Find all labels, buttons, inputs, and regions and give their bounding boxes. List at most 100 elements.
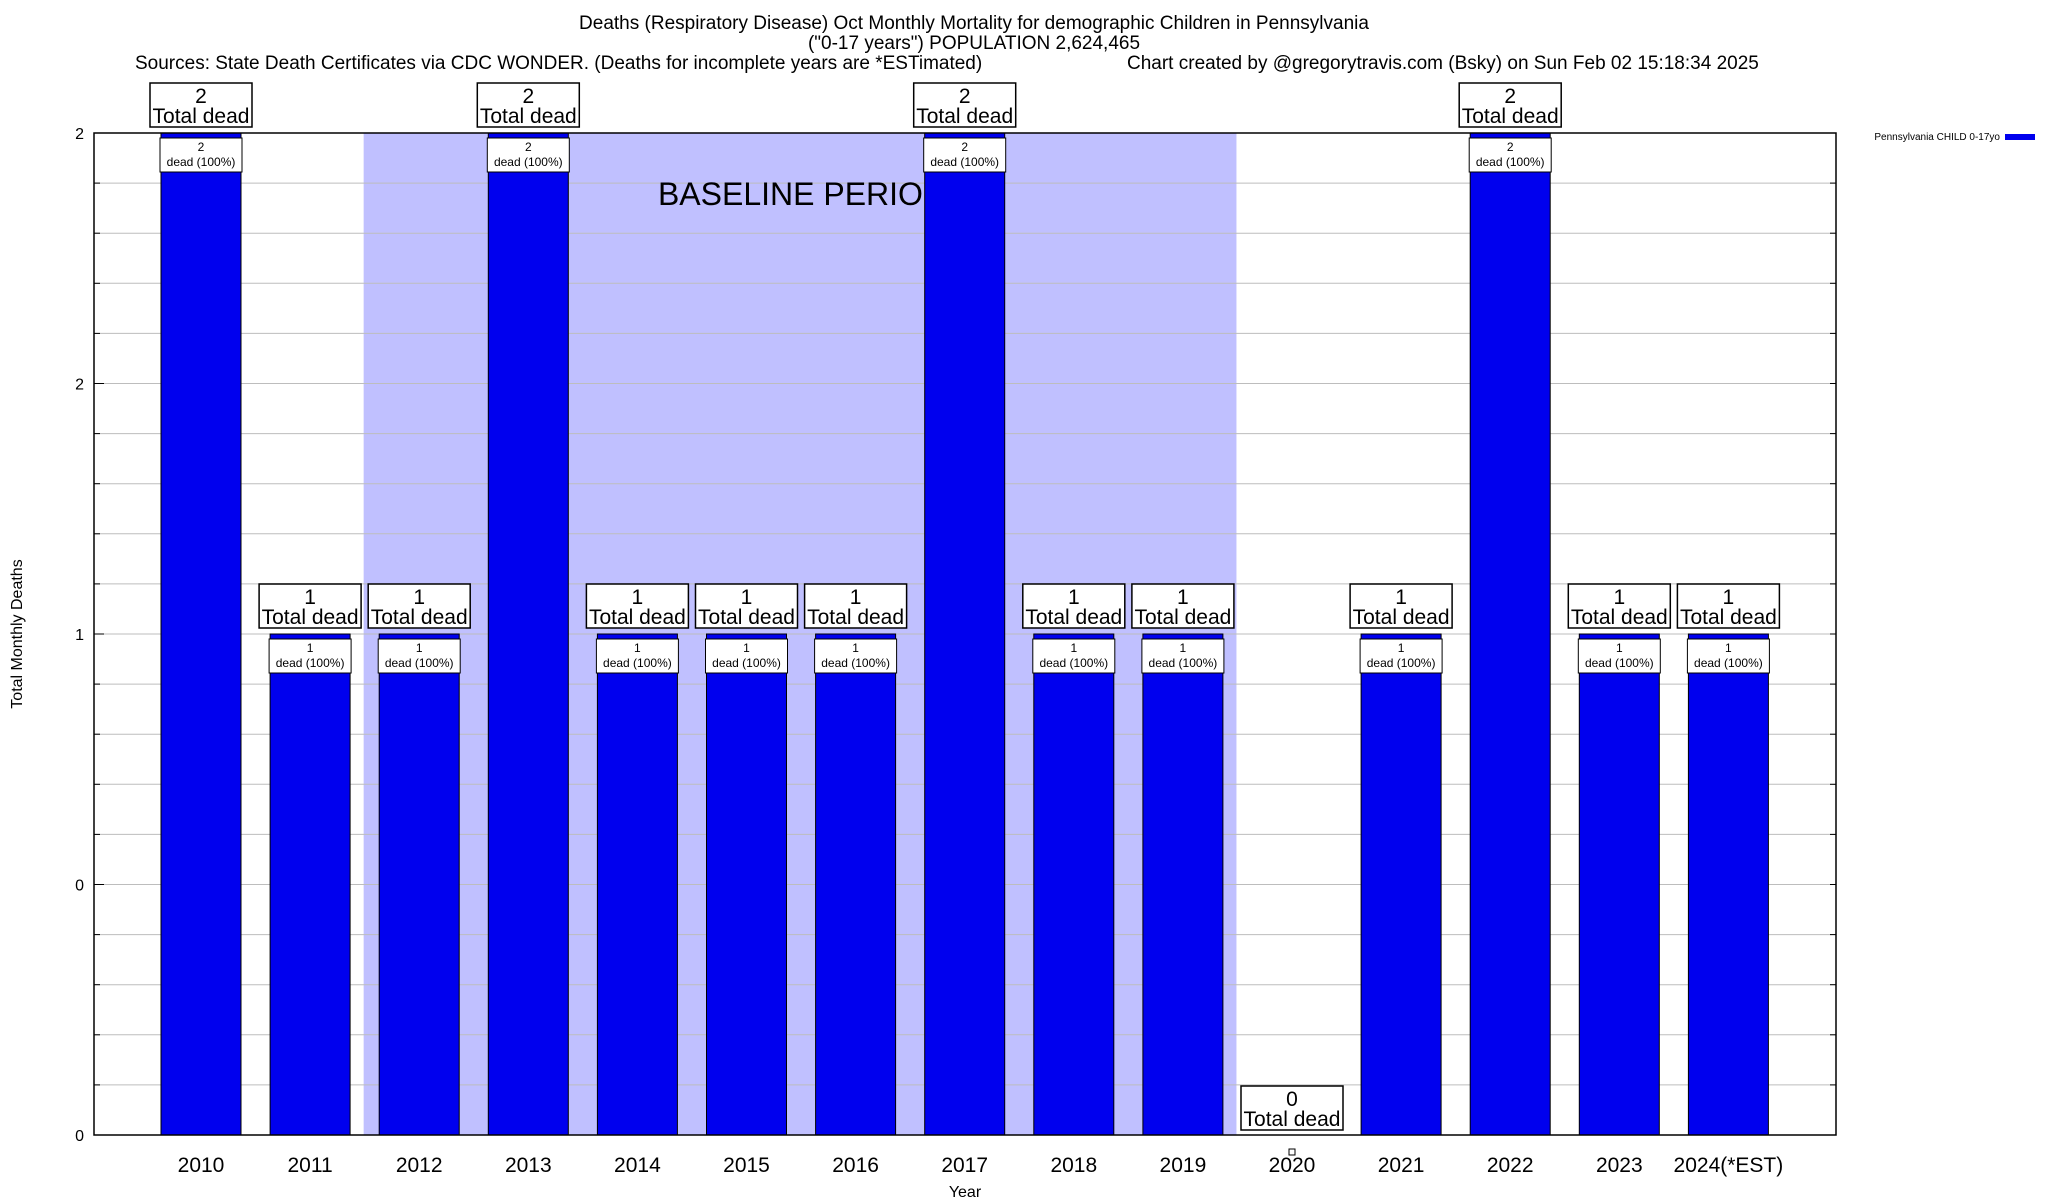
inner-label-text: dead (100%)	[1149, 656, 1218, 670]
bar-2013	[487, 132, 569, 1136]
total-label-count: 1	[1068, 586, 1080, 609]
x-tick-label: 2019	[1160, 1154, 1207, 1177]
x-tick-label: 2010	[178, 1154, 225, 1177]
inner-label-box	[1468, 137, 1552, 173]
x-tick-label: 2015	[723, 1154, 770, 1177]
total-label-text: Total dead	[1571, 606, 1668, 629]
inner-label-box	[268, 638, 352, 674]
total-label-count: 1	[632, 586, 644, 609]
bar-2022	[1469, 132, 1551, 1136]
chart-credit: Chart created by @gregorytravis.com (Bsk…	[1127, 53, 1759, 74]
inner-label-box	[1032, 638, 1116, 674]
total-label-text: Total dead	[1244, 1108, 1341, 1131]
bar-2020	[1288, 1148, 1296, 1156]
legend-swatch	[2005, 134, 2035, 140]
x-tick-label: 2016	[832, 1154, 879, 1177]
total-label-text: Total dead	[371, 606, 468, 629]
inner-label-box	[705, 638, 788, 674]
y-tick-label: 0	[75, 878, 84, 895]
inner-label-box	[814, 638, 898, 674]
total-label-count: 1	[304, 586, 316, 609]
total-label-count: 2	[1504, 85, 1516, 108]
inner-label-text: dead (100%)	[1476, 155, 1545, 169]
total-label-box	[1349, 583, 1453, 629]
inner-label-box	[923, 137, 1007, 173]
bar-2019	[1142, 633, 1224, 1136]
total-label-box	[1022, 583, 1126, 629]
inner-label-text: dead (100%)	[930, 155, 999, 169]
inner-label-box	[377, 638, 461, 674]
bar-2015	[706, 633, 787, 1136]
inner-label-count: 1	[307, 641, 314, 655]
chart-subtitle: ("0-17 years") POPULATION 2,624,465	[807, 33, 1141, 54]
total-label-count: 1	[1177, 586, 1189, 609]
total-label-text: Total dead	[1353, 606, 1450, 629]
inner-label-count: 2	[961, 140, 968, 154]
total-label-box	[476, 82, 581, 128]
total-label-count: 2	[522, 85, 534, 108]
inner-label-box	[1577, 638, 1661, 674]
inner-label-count: 2	[525, 140, 532, 154]
total-label-box	[149, 82, 253, 128]
total-label-box	[694, 583, 799, 629]
plot-frame	[93, 132, 1837, 1136]
x-tick-label: 2024(*EST)	[1674, 1154, 1784, 1177]
total-label-text: Total dead	[698, 606, 795, 629]
total-label-box	[1567, 583, 1672, 629]
y-tick-label: 0	[75, 1128, 84, 1145]
inner-label-count: 1	[634, 641, 641, 655]
total-label-text: Total dead	[153, 105, 250, 128]
inner-label-count: 2	[198, 140, 205, 154]
inner-label-text: dead (100%)	[821, 656, 890, 670]
total-label-box	[1240, 1085, 1344, 1131]
inner-label-count: 1	[1180, 641, 1187, 655]
total-label-count: 1	[850, 586, 862, 609]
inner-label-count: 1	[1616, 641, 1623, 655]
inner-label-text: dead (100%)	[167, 155, 236, 169]
inner-label-count: 1	[852, 641, 859, 655]
bar-2024(*EST)	[1687, 633, 1769, 1136]
total-label-count: 2	[959, 85, 971, 108]
x-tick-label: 2017	[941, 1154, 988, 1177]
total-label-box	[1676, 583, 1781, 629]
inner-label-count: 1	[416, 641, 423, 655]
y-tick-label: 2	[75, 377, 84, 394]
total-label-count: 1	[1723, 586, 1735, 609]
total-label-count: 1	[741, 586, 753, 609]
inner-label-text: dead (100%)	[1039, 656, 1108, 670]
total-label-text: Total dead	[480, 105, 577, 128]
inner-label-text: dead (100%)	[276, 656, 345, 670]
legend-label: Pennsylvania CHILD 0-17yo	[1874, 132, 2000, 143]
inner-label-text: dead (100%)	[494, 155, 563, 169]
bar-2011	[269, 633, 351, 1136]
bar-2014	[596, 633, 678, 1136]
bar-2010	[160, 132, 242, 1136]
total-label-box	[803, 583, 908, 629]
bar-2017	[924, 132, 1006, 1136]
inner-label-text: dead (100%)	[385, 656, 454, 670]
total-label-count: 0	[1286, 1088, 1298, 1111]
total-label-text: Total dead	[262, 606, 359, 629]
inner-label-count: 1	[1725, 641, 1732, 655]
inner-label-text: dead (100%)	[712, 656, 781, 670]
x-tick-label: 2012	[396, 1154, 443, 1177]
total-label-count: 1	[1395, 586, 1407, 609]
inner-label-text: dead (100%)	[1585, 656, 1654, 670]
total-label-text: Total dead	[916, 105, 1013, 128]
total-label-text: Total dead	[807, 606, 904, 629]
x-tick-label: 2023	[1596, 1154, 1643, 1177]
x-tick-label: 2022	[1487, 1154, 1534, 1177]
bar-2016	[815, 633, 897, 1136]
bar-2021	[1360, 633, 1442, 1136]
total-label-text: Total dead	[1680, 606, 1777, 629]
total-label-count: 1	[1613, 586, 1625, 609]
baseline-period-label: BASELINE PERIOD	[658, 176, 946, 212]
x-tick-label: 2014	[614, 1154, 661, 1177]
inner-label-count: 1	[743, 641, 750, 655]
x-tick-label: 2011	[288, 1154, 333, 1177]
x-tick-label: 2020	[1269, 1154, 1316, 1177]
total-label-text: Total dead	[1462, 105, 1559, 128]
inner-label-box	[486, 137, 570, 173]
inner-label-count: 1	[1070, 641, 1077, 655]
inner-label-count: 1	[1398, 641, 1405, 655]
